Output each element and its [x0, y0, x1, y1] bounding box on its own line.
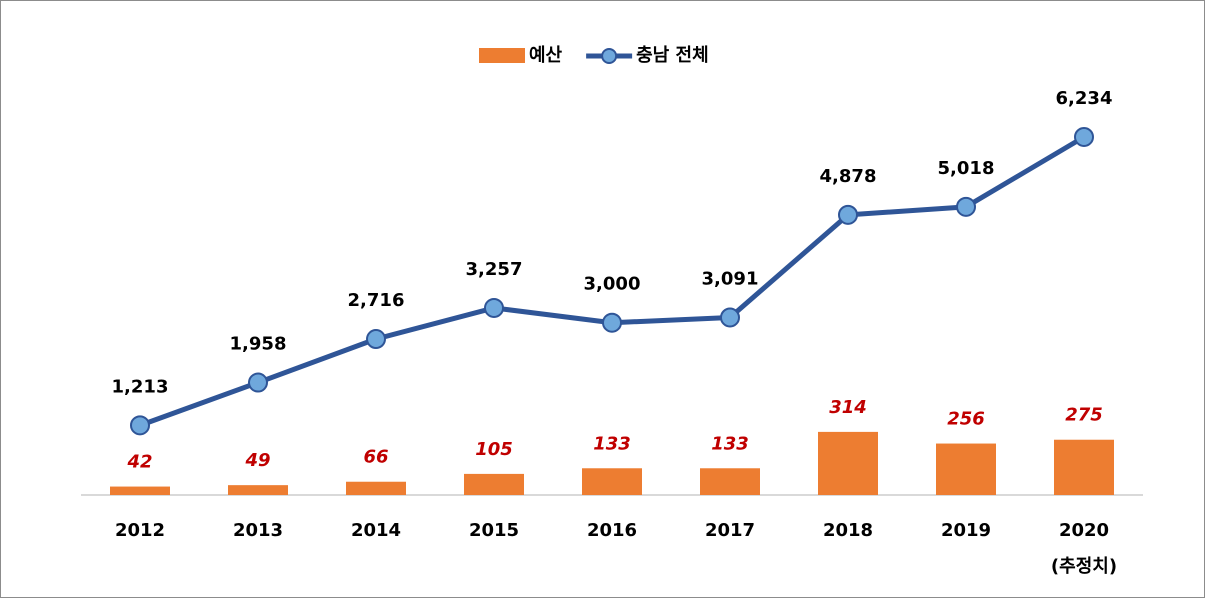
bar [936, 443, 996, 495]
bar-label: 42 [126, 452, 152, 473]
point-label: 3,257 [466, 259, 523, 280]
x-tick-label: 2013 [232, 520, 284, 541]
bar-label: 133 [711, 433, 749, 454]
bar [228, 485, 288, 495]
bar [582, 468, 642, 495]
bar-label: 256 [947, 409, 985, 430]
bar-label: 133 [593, 433, 631, 454]
point-label: 4,878 [820, 166, 877, 187]
point-label: 2,716 [348, 290, 405, 311]
bar-label: 105 [475, 439, 513, 460]
x-tick-label: 2014 [350, 520, 402, 541]
x-tick-label: 2017 [704, 520, 756, 541]
x-tick-label: 2012 [114, 520, 166, 541]
bar [346, 481, 406, 495]
bar [700, 468, 760, 495]
point-label: 1,213 [112, 376, 169, 397]
x-tick-label: 2018 [822, 520, 874, 541]
legend-swatch [479, 48, 525, 63]
point-label: 1,958 [230, 334, 287, 355]
marker [248, 372, 268, 393]
bar [110, 486, 170, 495]
x-tick-label: 2019 [940, 520, 992, 541]
x-tick-label: 2015 [468, 520, 520, 541]
marker [366, 329, 386, 350]
bar [818, 431, 878, 495]
bar-label: 49 [244, 450, 270, 471]
marker [484, 297, 504, 318]
bar [1054, 439, 1114, 495]
legend-marker [601, 48, 618, 64]
marker [602, 312, 622, 333]
legend-label: 충남 전체 [636, 45, 709, 66]
marker [130, 415, 150, 436]
marker [1074, 126, 1094, 147]
bar-label: 314 [829, 397, 867, 418]
x-tick-label: 2016 [586, 520, 638, 541]
point-label: 6,234 [1056, 88, 1113, 109]
marker [956, 196, 976, 217]
bar [464, 473, 524, 495]
bar-label: 66 [363, 447, 388, 468]
point-label: 5,018 [938, 158, 995, 179]
bar-label: 275 [1065, 405, 1103, 426]
marker [838, 204, 858, 225]
marker [720, 307, 740, 328]
point-label: 3,091 [702, 268, 759, 289]
legend-label: 예산 [529, 45, 563, 66]
point-label: 3,000 [584, 274, 641, 295]
x-tick-label: 2020 (추정치) [1050, 520, 1118, 577]
